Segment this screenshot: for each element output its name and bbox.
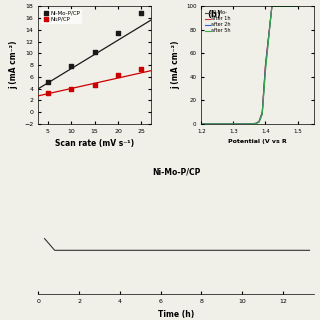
Ni-Mo- <box>296 4 300 8</box>
after 1h <box>260 110 264 114</box>
X-axis label: Scan rate (mV s⁻¹): Scan rate (mV s⁻¹) <box>55 140 134 148</box>
after 1h <box>257 120 261 124</box>
Ni-Mo-P/CP <box>45 80 50 85</box>
X-axis label: Time (h): Time (h) <box>158 310 194 319</box>
Line: after 5h: after 5h <box>201 6 298 124</box>
Legend: Ni-Mo-P/CP, Ni₂P/CP: Ni-Mo-P/CP, Ni₂P/CP <box>41 9 82 24</box>
Legend: Ni-Mo-, after 1h, after 2h, after 5h: Ni-Mo-, after 1h, after 2h, after 5h <box>204 9 232 35</box>
after 1h <box>270 4 274 8</box>
X-axis label: Potential (V vs R: Potential (V vs R <box>228 140 287 144</box>
after 5h <box>270 4 274 8</box>
after 5h <box>264 69 268 73</box>
after 1h <box>264 63 268 67</box>
Ni₂P/CP <box>139 66 144 71</box>
after 2h <box>260 111 264 115</box>
after 1h <box>296 4 300 8</box>
Ni-Mo- <box>254 122 258 125</box>
after 2h <box>270 4 274 8</box>
Ni-Mo- <box>257 120 261 124</box>
Y-axis label: j (mA cm⁻²): j (mA cm⁻²) <box>10 41 19 89</box>
Ni₂P/CP <box>45 91 50 96</box>
after 2h <box>199 122 203 126</box>
Ni-Mo-P/CP <box>92 50 97 55</box>
Line: after 2h: after 2h <box>201 6 298 124</box>
after 2h <box>264 66 268 69</box>
Y-axis label: j (mA cm⁻²): j (mA cm⁻²) <box>171 41 180 89</box>
Line: after 1h: after 1h <box>201 6 298 124</box>
Ni₂P/CP <box>68 87 74 92</box>
after 1h <box>254 122 258 125</box>
Line: Ni-Mo-: Ni-Mo- <box>201 6 298 124</box>
after 1h <box>199 122 203 126</box>
after 5h <box>260 113 264 116</box>
Ni-Mo- <box>199 122 203 126</box>
Ni-Mo-P/CP <box>139 11 144 16</box>
after 2h <box>296 4 300 8</box>
Ni-Mo- <box>260 110 264 114</box>
after 5h <box>257 120 261 124</box>
after 5h <box>199 122 203 126</box>
Ni-Mo- <box>247 122 251 126</box>
Text: (b): (b) <box>207 10 220 19</box>
after 2h <box>257 120 261 124</box>
after 1h <box>247 122 251 126</box>
after 2h <box>254 122 258 125</box>
Ni-Mo-P/CP <box>68 64 74 69</box>
Ni₂P/CP <box>116 73 121 78</box>
after 5h <box>247 122 251 126</box>
after 5h <box>296 4 300 8</box>
Ni-Mo- <box>264 63 268 67</box>
Ni₂P/CP <box>92 82 97 87</box>
after 2h <box>247 122 251 126</box>
after 5h <box>254 122 258 125</box>
Ni-Mo- <box>270 4 274 8</box>
Title: Ni-Mo-P/CP: Ni-Mo-P/CP <box>152 167 200 176</box>
Ni-Mo-P/CP <box>116 31 121 36</box>
